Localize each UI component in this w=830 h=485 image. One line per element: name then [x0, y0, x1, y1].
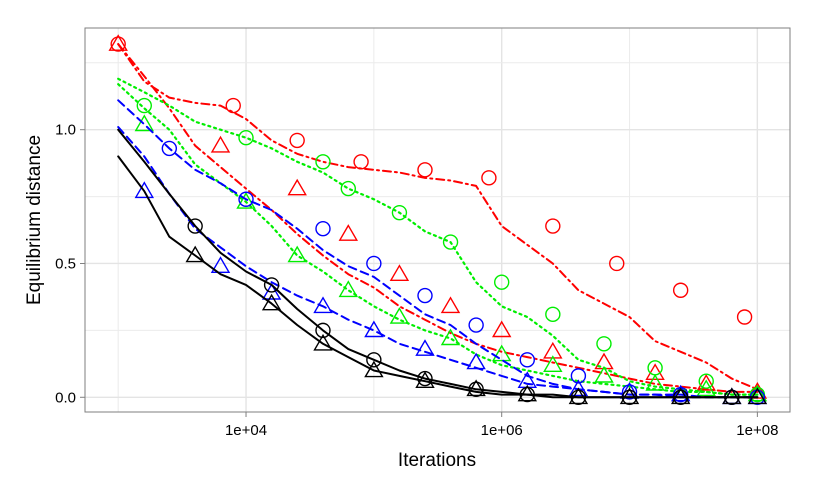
- data-point-marker: [338, 224, 359, 241]
- data-point-marker: [315, 220, 331, 237]
- series-line: [117, 155, 759, 399]
- data-point-marker: [609, 255, 625, 272]
- data-point-marker: [736, 309, 753, 325]
- data-point-marker: [491, 344, 512, 362]
- data-point-marker: [110, 36, 126, 52]
- data-point-marker: [313, 296, 333, 314]
- data-point-marker: [415, 371, 435, 388]
- series-black-triangle: [117, 155, 768, 405]
- data-point-marker: [415, 339, 435, 356]
- data-point-marker: [287, 178, 307, 196]
- data-point-marker: [238, 191, 254, 207]
- data-point-marker: [466, 352, 486, 370]
- data-point-marker: [236, 192, 256, 209]
- data-point-marker: [747, 387, 768, 405]
- data-point-marker: [468, 317, 484, 333]
- data-point-marker: [491, 320, 512, 338]
- data-point-marker: [134, 181, 155, 199]
- data-point-marker: [645, 374, 665, 391]
- y-tick-label: 0.5: [55, 255, 76, 272]
- data-point-marker: [596, 336, 612, 352]
- series-line: [117, 126, 759, 399]
- data-point-marker: [287, 245, 307, 263]
- data-point-marker: [417, 162, 433, 178]
- data-point-marker: [645, 363, 665, 380]
- data-point-marker: [389, 264, 410, 281]
- data-point-marker: [210, 256, 231, 273]
- data-point-marker: [263, 277, 280, 293]
- data-point-marker: [696, 374, 716, 391]
- y-axis-title: Equilibrium distance: [24, 135, 45, 305]
- series-green-triangle: [117, 83, 768, 402]
- data-point-marker: [315, 154, 331, 170]
- data-point-marker: [261, 283, 282, 300]
- data-point-marker: [364, 360, 384, 378]
- data-point-marker: [545, 218, 561, 234]
- data-point-marker: [440, 328, 461, 346]
- data-point-marker: [315, 322, 331, 339]
- data-point-marker: [366, 352, 382, 368]
- x-axis-title: Iterations: [398, 450, 476, 471]
- data-point-marker: [722, 387, 742, 405]
- data-point-marker: [136, 97, 152, 114]
- data-point-marker: [338, 280, 359, 298]
- data-point-marker: [134, 114, 155, 132]
- data-point-marker: [481, 170, 497, 186]
- data-point-marker: [619, 387, 640, 405]
- x-tick-label: 1e+06: [481, 422, 523, 439]
- data-point-marker: [747, 384, 768, 402]
- x-tick-label: 1e+08: [736, 422, 778, 439]
- data-point-marker: [440, 296, 461, 314]
- data-point-marker: [696, 379, 716, 397]
- series-line: [117, 43, 759, 391]
- tick-layer: 1e+04 1e+06 1e+08 0.0 0.5 1.0: [55, 122, 778, 439]
- data-point-marker: [210, 135, 231, 153]
- data-point-marker: [313, 333, 333, 351]
- data-point-marker: [670, 384, 691, 402]
- data-point-marker: [466, 379, 486, 397]
- data-point-marker: [519, 352, 535, 368]
- data-point-marker: [391, 204, 408, 221]
- data-point-marker: [568, 379, 589, 397]
- plot-frame: [84, 27, 791, 413]
- data-point-marker: [161, 140, 178, 157]
- data-point-marker: [570, 368, 587, 384]
- data-point-marker: [261, 293, 282, 311]
- data-point-marker: [594, 366, 614, 383]
- series-red-circle: [110, 36, 759, 391]
- data-point-marker: [364, 320, 384, 338]
- data-point-marker: [545, 306, 561, 323]
- data-point-marker: [340, 180, 356, 197]
- data-point-marker: [185, 245, 205, 263]
- series-line: [117, 83, 759, 396]
- y-tick-label: 0.0: [55, 389, 76, 406]
- grid-layer: [85, 28, 790, 412]
- data-point-marker: [698, 373, 714, 389]
- data-point-marker: [543, 355, 563, 372]
- series-layer: [108, 34, 768, 405]
- data-point-marker: [568, 387, 589, 405]
- data-point-marker: [468, 381, 484, 397]
- data-point-marker: [108, 34, 128, 51]
- data-point-marker: [187, 218, 203, 234]
- data-point-marker: [289, 132, 305, 149]
- data-point-marker: [621, 384, 638, 400]
- data-point-marker: [389, 307, 410, 324]
- data-point-marker: [225, 97, 241, 114]
- y-tick-label: 1.0: [55, 122, 76, 139]
- data-point-marker: [366, 255, 382, 272]
- data-point-marker: [442, 234, 459, 250]
- data-point-marker: [672, 282, 689, 298]
- data-point-marker: [238, 130, 254, 146]
- data-point-marker: [517, 384, 538, 402]
- series-line: [117, 77, 759, 396]
- data-point-marker: [353, 154, 369, 170]
- series-line: [117, 99, 759, 399]
- data-point-marker: [417, 287, 433, 304]
- x-tick-label: 1e+04: [225, 422, 267, 439]
- data-point-marker: [670, 387, 691, 405]
- data-point-marker: [493, 274, 510, 290]
